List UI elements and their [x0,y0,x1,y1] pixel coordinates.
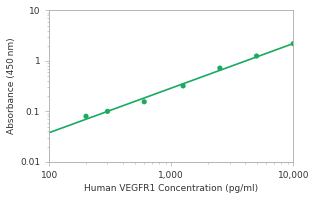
Point [217,67,222,70]
Point [180,84,185,87]
Point [291,42,296,45]
X-axis label: Human VEGFR1 Concentration (pg/ml): Human VEGFR1 Concentration (pg/ml) [84,184,258,193]
Point [105,110,110,113]
Point [83,115,88,118]
Point [142,100,147,103]
Point [254,54,259,58]
Y-axis label: Absorbance (450 nm): Absorbance (450 nm) [7,38,16,134]
